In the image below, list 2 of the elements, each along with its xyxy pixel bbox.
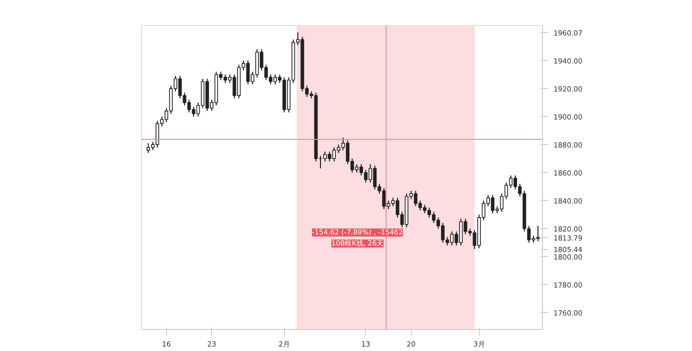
candlestick [146,142,150,154]
candlestick [432,211,436,224]
